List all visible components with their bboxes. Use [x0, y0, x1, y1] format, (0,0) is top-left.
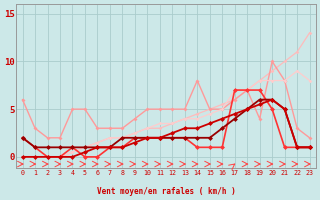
X-axis label: Vent moyen/en rafales ( km/h ): Vent moyen/en rafales ( km/h )	[97, 187, 236, 196]
